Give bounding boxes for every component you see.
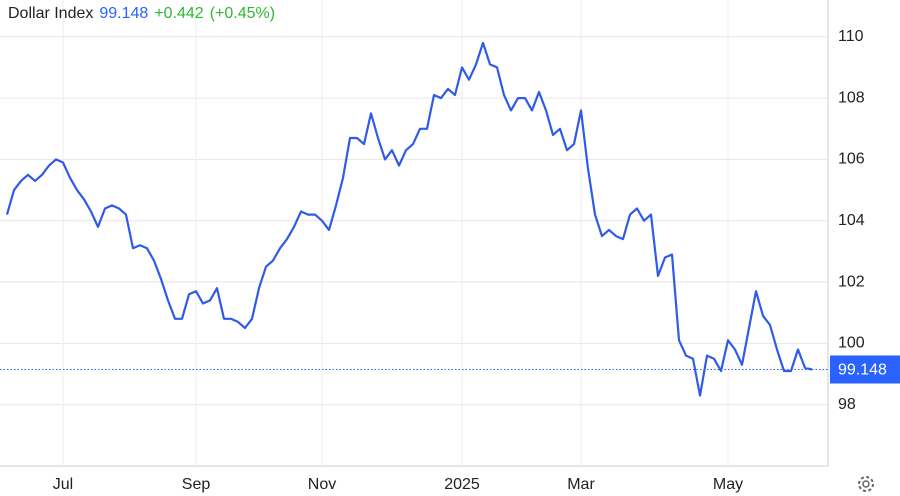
- y-tick-label: 104: [838, 212, 865, 229]
- x-tick-label: Mar: [567, 476, 595, 493]
- price: 99.148: [99, 5, 149, 22]
- last-price-box: [830, 355, 900, 384]
- y-tick-label: 110: [838, 28, 864, 45]
- x-tick-label: Nov: [308, 476, 336, 493]
- x-tick-label: 2025: [444, 476, 480, 493]
- y-tick-label: 108: [838, 89, 865, 106]
- last-price-label: 99.148: [838, 362, 887, 379]
- y-tick-label: 100: [838, 335, 865, 352]
- header: Dollar Index 99.148 +0.442 (+0.45%): [8, 5, 281, 23]
- y-tick-label: 106: [838, 151, 865, 168]
- change-percent: (+0.45%): [209, 5, 276, 22]
- y-tick-label: 102: [838, 273, 865, 290]
- price-line: [5, 41, 813, 397]
- change: +0.442: [154, 5, 204, 22]
- x-tick-label: Sep: [182, 476, 211, 493]
- instrument-name: Dollar Index: [8, 5, 94, 22]
- y-tick-label: 98: [838, 396, 856, 413]
- x-tick-label: May: [713, 476, 743, 493]
- settings-icon[interactable]: [858, 476, 874, 492]
- x-tick-label: Jul: [53, 476, 73, 493]
